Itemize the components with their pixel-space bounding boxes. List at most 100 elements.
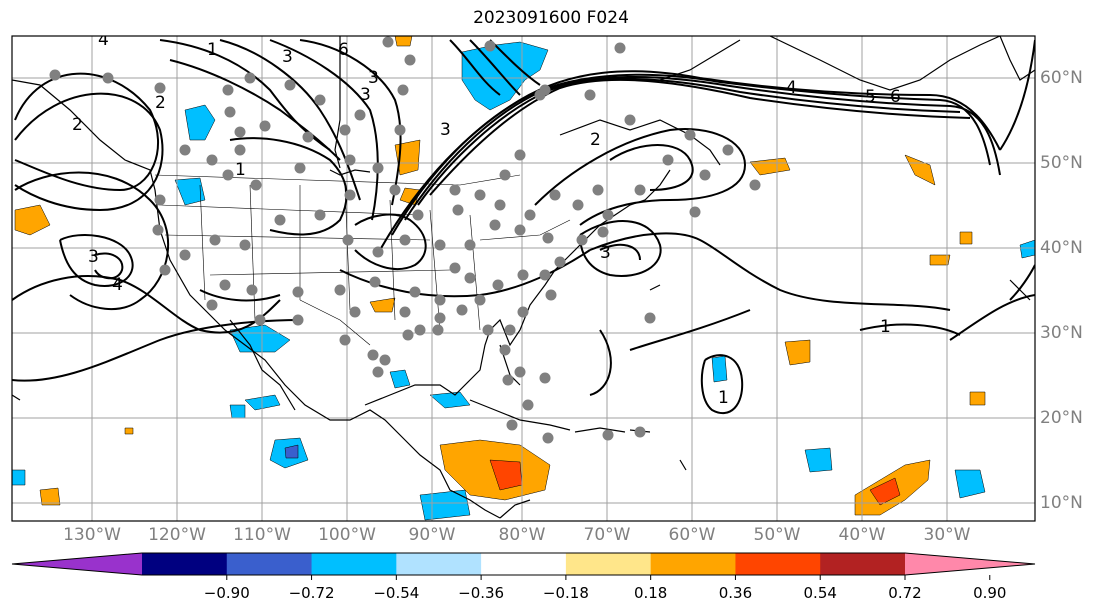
latitude-label: 40°N (1040, 238, 1083, 258)
station-marker (179, 249, 191, 261)
latitude-label: 50°N (1040, 153, 1083, 173)
contour-label: 6 (890, 87, 901, 107)
station-marker (389, 184, 401, 196)
longitude-label: 80°W (498, 525, 546, 545)
station-marker (284, 79, 296, 91)
colorbar-tick-label: −0.90 (203, 584, 250, 602)
station-marker (397, 84, 409, 96)
colorbar-tick-label: 0.18 (633, 584, 668, 602)
station-marker (662, 154, 674, 166)
station-marker (314, 94, 326, 106)
station-marker (499, 344, 511, 356)
station-marker (274, 214, 286, 226)
station-marker (294, 162, 306, 174)
station-marker (334, 284, 346, 296)
colorbar-tick-label: −0.18 (542, 584, 589, 602)
station-marker (542, 232, 554, 244)
station-marker (206, 299, 218, 311)
longitude-label: 60°W (668, 525, 716, 545)
station-marker (514, 366, 526, 378)
station-marker (434, 294, 446, 306)
station-marker (209, 234, 221, 246)
station-marker (314, 209, 326, 221)
station-marker (379, 354, 391, 366)
colorbar-tick-label: −0.36 (458, 584, 505, 602)
station-marker (219, 279, 231, 291)
station-marker (339, 124, 351, 136)
state-borders (154, 174, 571, 346)
longitude-label: 90°W (408, 525, 456, 545)
colorbar-segment (142, 553, 228, 575)
colorbar-segment (650, 553, 736, 575)
station-marker (206, 154, 218, 166)
station-marker (339, 334, 351, 346)
colorbar-extend-high (905, 553, 1035, 575)
station-marker (354, 109, 366, 121)
station-marker (554, 256, 566, 268)
station-marker (372, 366, 384, 378)
station-marker (699, 169, 711, 181)
station-marker (539, 269, 551, 281)
station-marker (474, 189, 486, 201)
station-marker (414, 324, 426, 336)
station-marker (404, 54, 416, 66)
station-marker (302, 131, 314, 143)
station-marker (602, 429, 614, 441)
station-marker (576, 234, 588, 246)
contour-label: 6 (338, 40, 349, 60)
station-marker (246, 284, 258, 296)
longitude-label: 70°W (583, 525, 631, 545)
contour-label: 1 (235, 160, 246, 180)
contour-label: 4 (786, 78, 797, 98)
contour-label: 3 (360, 85, 371, 105)
contour-label: 2 (590, 130, 601, 150)
station-marker (234, 144, 246, 156)
station-marker (434, 239, 446, 251)
station-marker (342, 234, 354, 246)
contour-label: 2 (155, 93, 166, 113)
station-marker (449, 184, 461, 196)
station-marker (549, 189, 561, 201)
station-marker (502, 374, 514, 386)
colorbar (11, 552, 1036, 580)
station-marker (689, 206, 701, 218)
contour-label: 1 (207, 40, 218, 60)
station-marker (592, 184, 604, 196)
station-marker (597, 226, 609, 238)
station-marker (539, 372, 551, 384)
contour-label: 2 (72, 115, 83, 135)
station-marker (372, 246, 384, 258)
station-marker (534, 89, 546, 101)
latitude-label: 60°N (1040, 68, 1083, 88)
colorbar-segment (481, 553, 567, 575)
station-marker (542, 432, 554, 444)
station-marker (722, 144, 734, 156)
colorbar-tick-label: 0.54 (803, 584, 837, 602)
contour-label: 4 (98, 30, 109, 50)
station-marker (399, 306, 411, 318)
station-marker (602, 209, 614, 221)
station-marker (499, 169, 511, 181)
colorbar-tick-label: 0.36 (718, 584, 753, 602)
station-marker (402, 329, 414, 341)
station-marker (222, 169, 234, 181)
station-marker (524, 209, 536, 221)
station-marker (369, 276, 381, 288)
colorbar-tick-label: 0.90 (973, 584, 1007, 602)
contour-label: 3 (368, 68, 379, 88)
station-marker (644, 312, 656, 324)
station-marker (634, 426, 646, 438)
colorbar-tick-label: 0.72 (888, 584, 922, 602)
station-marker (382, 36, 394, 48)
colorbar-tick-label: −0.72 (288, 584, 335, 602)
contour-label: 3 (88, 247, 99, 267)
station-markers (49, 36, 761, 444)
contour-lines (12, 39, 1035, 415)
colorbar-segment (735, 553, 821, 575)
station-marker (452, 204, 464, 216)
station-marker (474, 294, 486, 306)
station-marker (449, 262, 461, 274)
station-marker (259, 120, 271, 132)
station-marker (624, 114, 636, 126)
station-marker (464, 272, 476, 284)
